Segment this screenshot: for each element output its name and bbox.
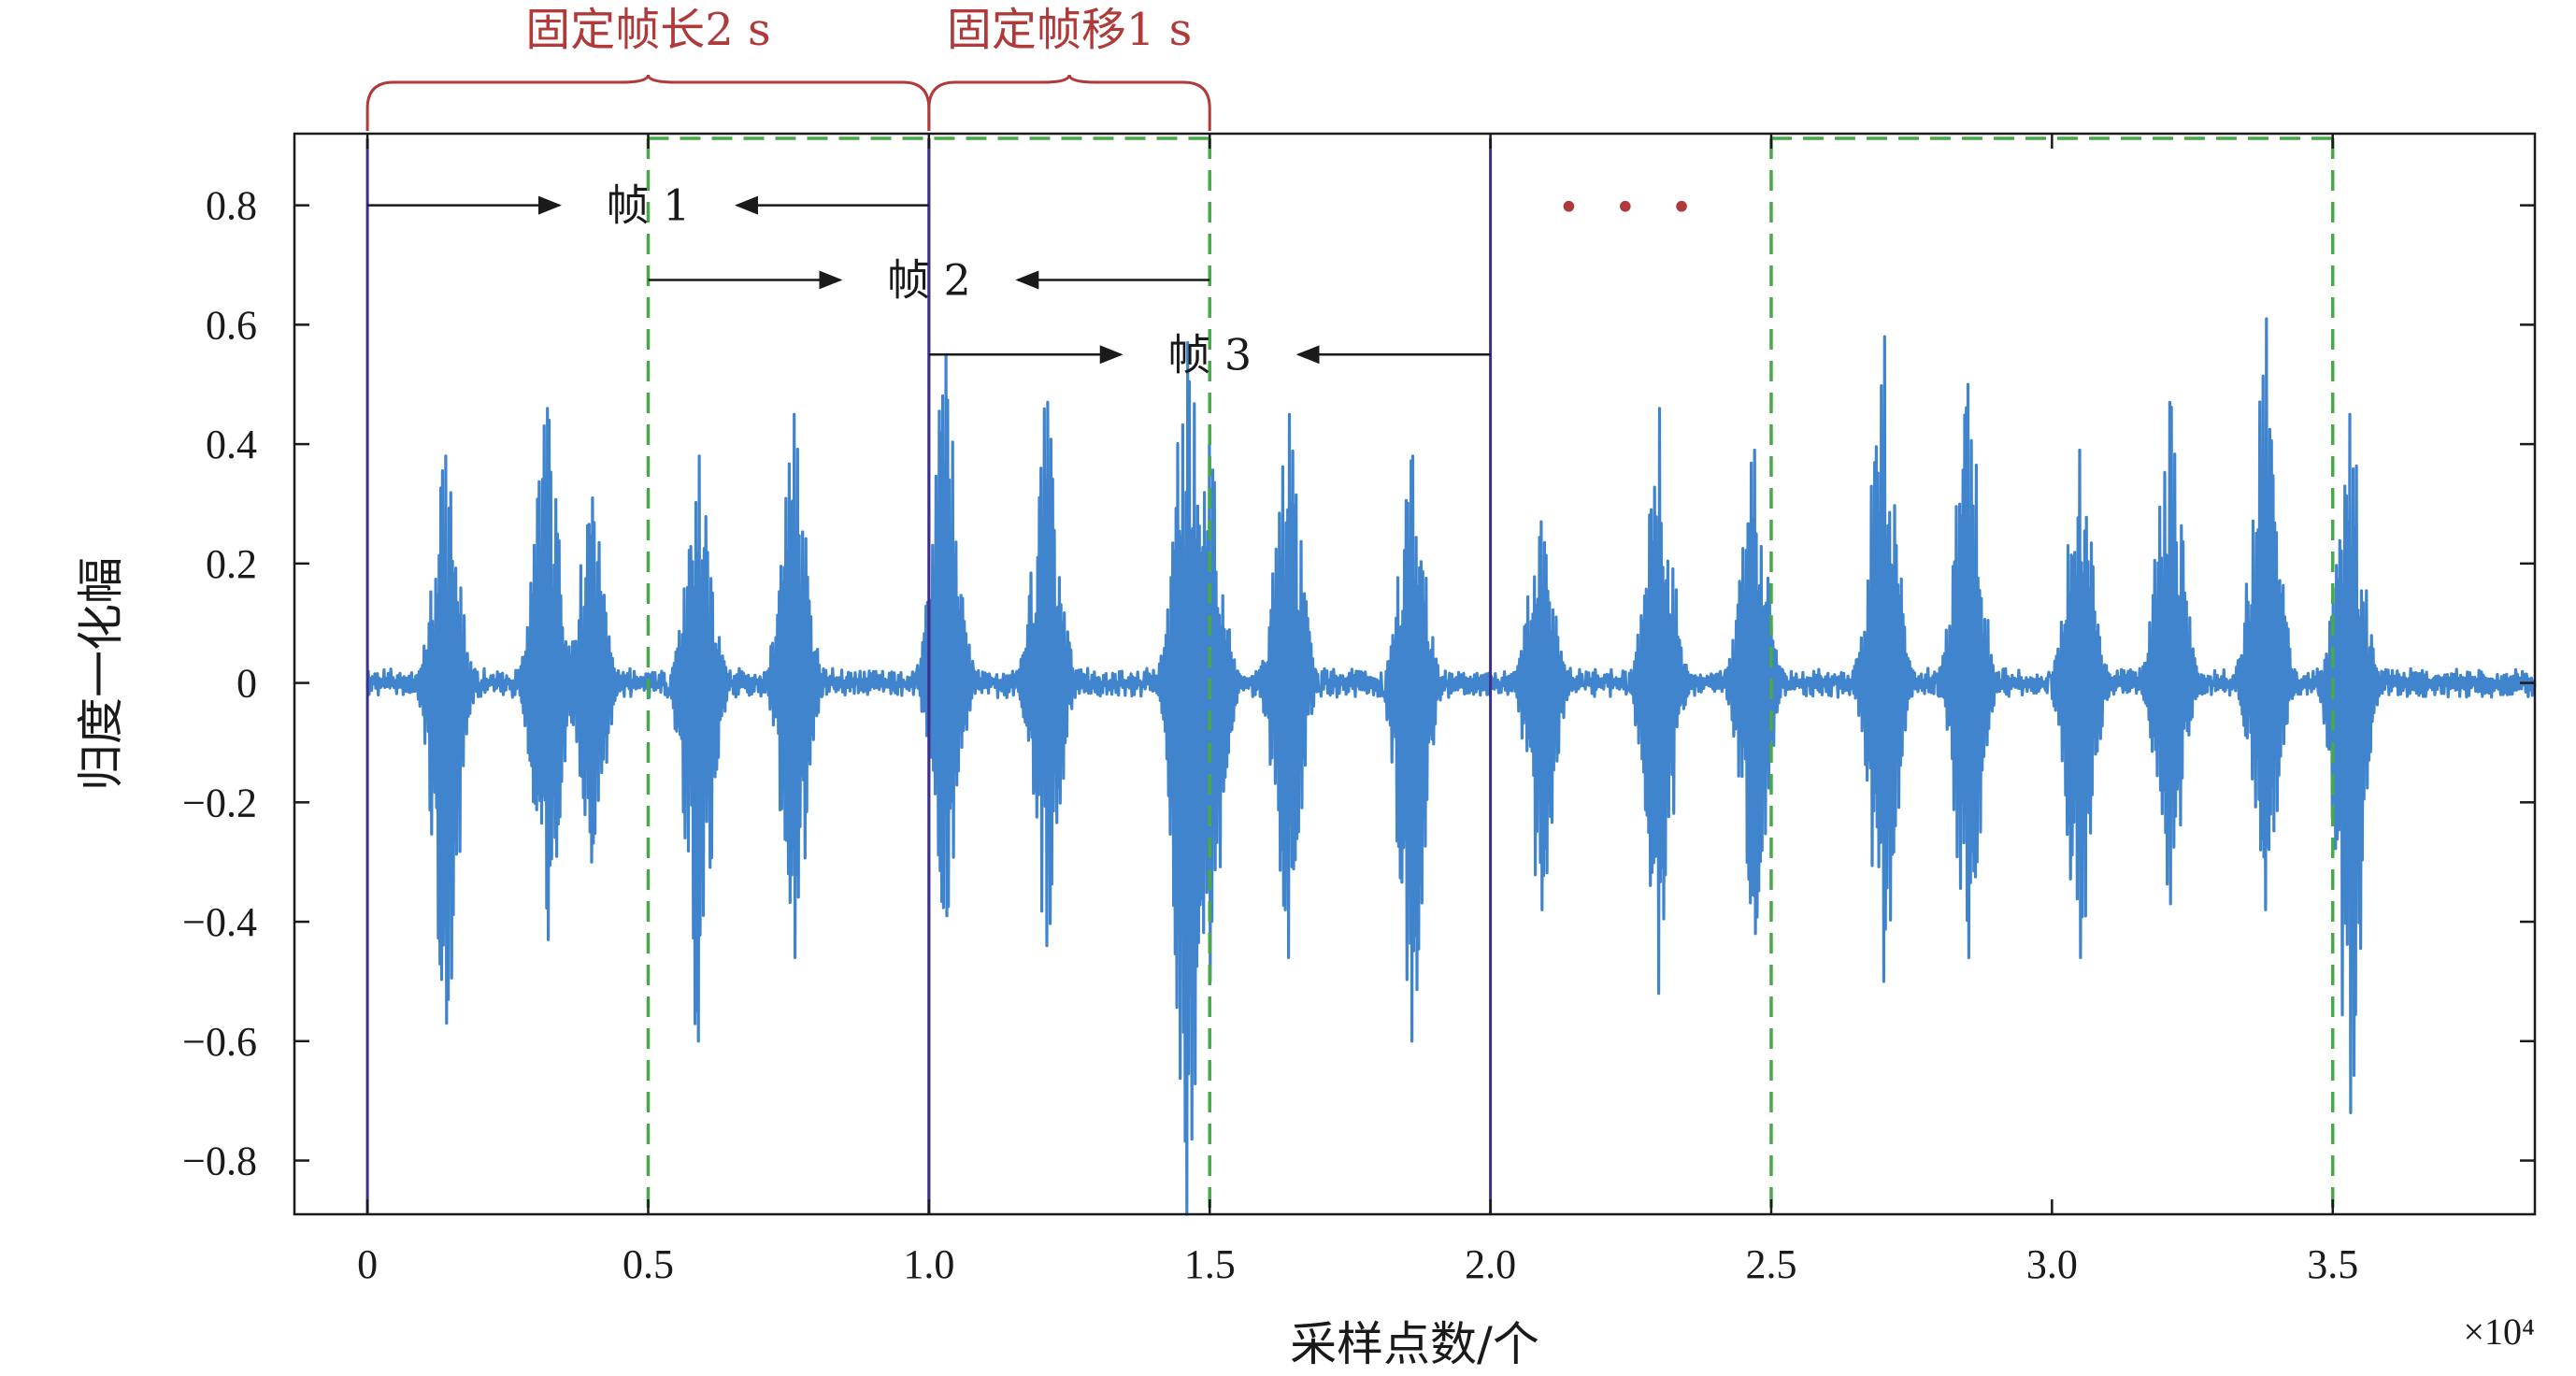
y-tick-label: 0.2 [206,541,257,587]
frame-shift-brace [927,74,1211,131]
y-tick-label: 0.4 [206,422,257,467]
y-tick-label: −0.8 [182,1139,257,1184]
frame-length-brace [365,74,931,131]
y-tick-label: 0.6 [206,302,257,348]
x-tick-label: 1.0 [903,1241,954,1287]
frame-length-label: 固定帧长2 s [525,4,770,56]
y-axis-title: 归度一化幅 [74,557,128,791]
x-tick-label: 2.5 [1745,1241,1796,1287]
x-tick-label: 1.5 [1184,1241,1236,1287]
frame-1-label: 帧 1 [607,180,691,231]
plot-frame [293,132,2537,1216]
x-tick-label: 2.0 [1465,1241,1516,1287]
frame-3-label: 帧 3 [1167,329,1252,380]
x-axis-title: 采样点数/个 [1290,1317,1539,1371]
x-axis-multiplier: ×10⁴ [2463,1311,2535,1353]
frame-window-lines [365,136,2335,1214]
x-tick-label: 0 [357,1241,378,1287]
x-tick-label: 3.0 [2026,1241,2078,1287]
ellipsis: • • • [1558,187,1704,230]
frame-2-label: 帧 2 [887,254,971,305]
annotations: 帧 1 帧 2 帧 3 • • • [365,74,1704,380]
y-tick-label: −0.2 [182,780,257,825]
y-tick-label: −0.4 [182,899,257,945]
frame-shift-label: 固定帧移1 s [947,4,1192,56]
signal-line [365,317,2537,1216]
x-tick-label: 0.5 [623,1241,674,1287]
y-tick-label: −0.6 [182,1019,257,1065]
axes: 0 0.5 1.0 1.5 2.0 2.5 3.0 3.5 0.8 0.6 0.4 0.2 0 −0.2 −… [182,132,2537,1287]
y-tick-label: 0 [236,661,257,707]
x-tick-label: 3.5 [2307,1241,2358,1287]
signal-layer [365,317,2537,1216]
y-tick-label: 0.8 [206,183,257,229]
